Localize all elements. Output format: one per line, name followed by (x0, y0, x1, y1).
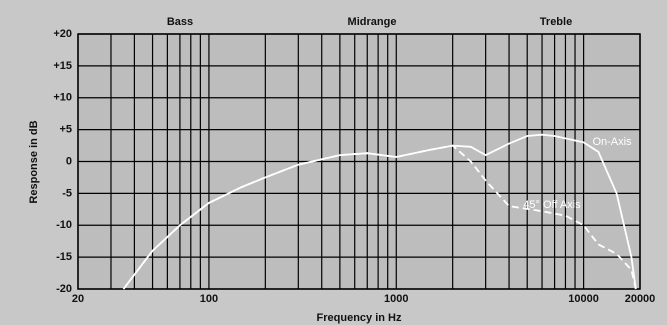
y-axis-label: Response in dB (28, 120, 40, 203)
series-line (122, 144, 637, 290)
x-axis-label: Frequency in Hz (317, 312, 402, 324)
band-label: Treble (540, 16, 572, 28)
x-tick-label: 20 (72, 293, 84, 305)
band-label: Bass (167, 16, 193, 28)
series-label: On-Axis (592, 136, 632, 148)
y-tick-label: -20 (56, 283, 72, 295)
x-tick-label: 1000 (384, 293, 408, 305)
x-tick-label: 10000 (568, 293, 599, 305)
y-tick-label: 0 (66, 155, 72, 167)
y-tick-label: -15 (56, 251, 72, 263)
y-tick-label: +5 (59, 124, 72, 136)
y-tick-label: +20 (53, 28, 72, 40)
y-tick-label: -5 (62, 187, 72, 199)
band-label: Midrange (348, 16, 397, 28)
x-tick-label: 100 (200, 293, 218, 305)
series-label: 45° Off Axis (523, 199, 581, 211)
y-tick-label: +10 (53, 92, 72, 104)
x-tick-label: 20000 (625, 293, 656, 305)
y-tick-label: +15 (53, 60, 72, 72)
y-tick-label: -10 (56, 219, 72, 231)
